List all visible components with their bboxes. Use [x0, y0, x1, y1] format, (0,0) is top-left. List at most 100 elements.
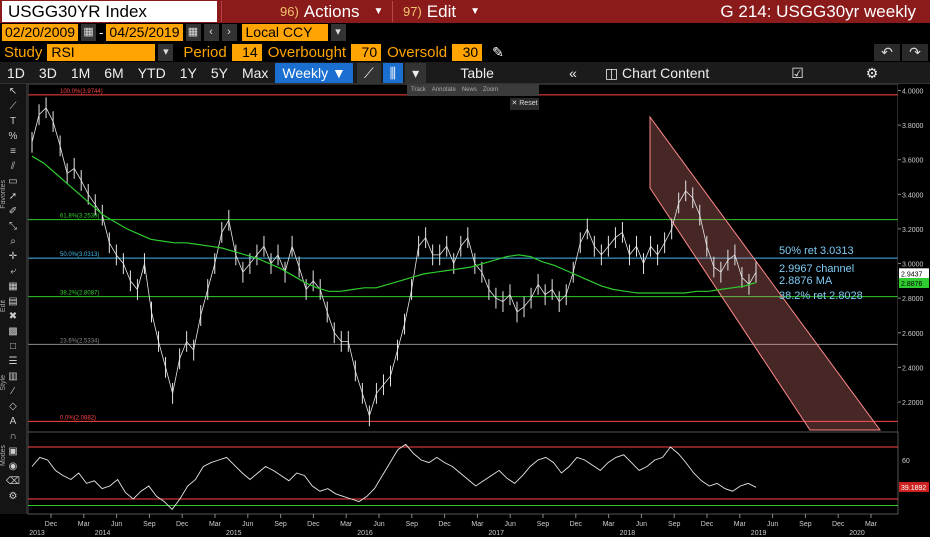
frequency-select[interactable]: Weekly ▼: [275, 62, 353, 83]
collapse-icon[interactable]: «: [569, 64, 577, 81]
layers-icon[interactable]: ▥: [8, 371, 18, 382]
box-icon[interactable]: □: [9, 341, 17, 352]
undo-icon[interactable]: ↶: [874, 44, 900, 61]
study-select[interactable]: RSI: [47, 43, 156, 61]
period-1d-button[interactable]: 1D: [7, 64, 25, 81]
retracement-label-1: 61.8%(3.2539): [60, 214, 99, 220]
period-6m-button[interactable]: 6M: [104, 64, 124, 81]
rsi-tick-label-0: 60: [902, 458, 910, 465]
period-label: Period: [183, 43, 227, 61]
zoom-button[interactable]: Zoom: [482, 87, 499, 93]
brush-icon[interactable]: ∕: [12, 386, 14, 397]
pointer-icon[interactable]: ⤶: [10, 266, 16, 277]
period-5y-button[interactable]: 5Y: [210, 64, 228, 81]
pencil-icon[interactable]: ✎: [492, 43, 504, 60]
ticker-field[interactable]: USGG30YR Index: [2, 1, 217, 22]
crosshair-icon[interactable]: ✛: [8, 251, 18, 262]
reset-button[interactable]: ✕ Reset: [510, 98, 539, 110]
brush-tool-icon[interactable]: ✐: [8, 206, 18, 217]
period-1y-button[interactable]: 1Y: [179, 64, 197, 81]
fibonacci-tool-icon[interactable]: ≡: [10, 146, 16, 157]
palette-icon[interactable]: ▩: [8, 326, 18, 337]
x-tick-label-22: Jun: [767, 521, 778, 528]
chart-icon: ◫: [604, 64, 619, 81]
text-tool-icon[interactable]: T: [9, 116, 17, 127]
calendar-icon[interactable]: ▦: [185, 24, 201, 41]
price-chart[interactable]: 100.0%(3.9744) 61.8%(3.2539) 50.0%(3.0313)…: [0, 84, 930, 537]
percent-tool-icon[interactable]: %: [8, 131, 18, 142]
table-button[interactable]: Table: [460, 64, 494, 81]
chevron-down-icon[interactable]: ▾: [330, 24, 346, 41]
line-chart-icon[interactable]: ⟋: [356, 62, 381, 83]
overbought-label: Overbought: [267, 43, 347, 61]
period-ytd-button[interactable]: YTD: [137, 64, 166, 81]
rsi-last-label: 39.1892: [901, 485, 926, 492]
track-button[interactable]: Track: [411, 87, 426, 93]
annotation-1: 2.9967 channel: [779, 263, 854, 275]
period-toolbar: 1D 3D 1M 6M YTD 1Y 5Y Max Weekly ▼ ⟋ ⫼ ▾…: [0, 62, 930, 84]
oversold-field[interactable]: 30: [452, 43, 483, 61]
x-tick-label-9: Mar: [340, 521, 353, 528]
y-tick-label-0: 4.0000: [902, 88, 924, 95]
bar-chart-icon[interactable]: ⫼: [382, 62, 404, 83]
text-icon[interactable]: A: [9, 416, 17, 427]
chevron-right-icon[interactable]: ›: [221, 24, 237, 41]
end-date-field[interactable]: 04/25/2019: [106, 24, 183, 41]
line-tool-icon[interactable]: ⟋: [9, 101, 17, 112]
y-tick-label-3: 3.4000: [902, 192, 924, 199]
marker-icon[interactable]: ✖: [8, 311, 18, 322]
last-price-tag: [899, 268, 929, 279]
period-3d-button[interactable]: 3D: [38, 64, 57, 81]
trash-icon[interactable]: ⌫: [5, 476, 21, 487]
rsi-line: [31, 443, 757, 511]
measure-tool-icon[interactable]: ⤡: [9, 221, 17, 232]
eye-icon[interactable]: ◉: [8, 461, 18, 472]
magnet-icon[interactable]: ∩: [9, 431, 17, 442]
arrow-tool-icon[interactable]: ➚: [8, 191, 18, 202]
x-year-label-18: 2018: [620, 530, 636, 537]
channel-tool-icon[interactable]: ⫽: [10, 161, 16, 172]
redo-icon[interactable]: ↷: [902, 44, 928, 61]
overbought-field[interactable]: 70: [351, 43, 382, 61]
x-tick-label-0: Dec: [45, 521, 58, 528]
list-icon[interactable]: ☰: [8, 356, 18, 367]
chevron-down-icon[interactable]: ▾: [405, 62, 427, 83]
news-button[interactable]: News: [461, 87, 477, 93]
y-tick-label-7: 2.6000: [902, 331, 924, 338]
y-tick-label-4: 3.2000: [902, 227, 924, 234]
calendar-icon[interactable]: ▦: [81, 24, 97, 41]
x-year-label-10: 2016: [357, 530, 373, 537]
reset-label: Reset: [519, 100, 538, 107]
gear-icon[interactable]: ⚙: [865, 64, 879, 81]
ruler-icon[interactable]: ▤: [8, 296, 18, 307]
period-1m-button[interactable]: 1M: [70, 64, 91, 81]
x-tick-label-2: Jun: [111, 521, 122, 528]
x-tick-label-19: Sep: [668, 521, 681, 528]
chevron-left-icon[interactable]: ‹: [203, 24, 219, 41]
shape-tool-icon[interactable]: ▭: [8, 176, 18, 187]
lock-icon[interactable]: ▣: [8, 446, 18, 457]
x-tick-label-15: Sep: [537, 521, 550, 528]
chevron-down-icon[interactable]: ▾: [158, 43, 174, 61]
annotate-button[interactable]: Annotate: [431, 87, 456, 93]
actions-menu[interactable]: 96) Actions ▼: [221, 1, 388, 22]
tag-icon[interactable]: ◇: [9, 401, 17, 412]
grid-icon[interactable]: ▦: [8, 281, 18, 292]
x-tick-label-8: Dec: [307, 521, 320, 528]
period-field[interactable]: 14: [231, 43, 262, 61]
y-axis-background: [898, 84, 930, 514]
cursor-icon[interactable]: ↖: [8, 86, 18, 97]
x-tick-label-23: Sep: [799, 521, 812, 528]
edit-chart-icon[interactable]: ☑: [791, 64, 804, 81]
chart-content-button[interactable]: ◫ Chart Content: [598, 63, 716, 83]
currency-select[interactable]: Local CCY: [241, 24, 328, 41]
modes-label: Modes: [0, 445, 7, 467]
x-year-label-22: 2019: [751, 530, 767, 537]
edit-menu[interactable]: 97) Edit ▼: [392, 1, 508, 22]
start-date-field[interactable]: 02/20/2009: [2, 24, 79, 41]
zoom-tool-icon[interactable]: ⌕: [10, 236, 16, 247]
retracement-label-5: 0.0%(2.0882): [60, 415, 96, 421]
settings-icon[interactable]: ⚙: [8, 491, 18, 502]
x-tick-label-6: Jun: [242, 521, 253, 528]
period-max-button[interactable]: Max: [241, 64, 269, 81]
